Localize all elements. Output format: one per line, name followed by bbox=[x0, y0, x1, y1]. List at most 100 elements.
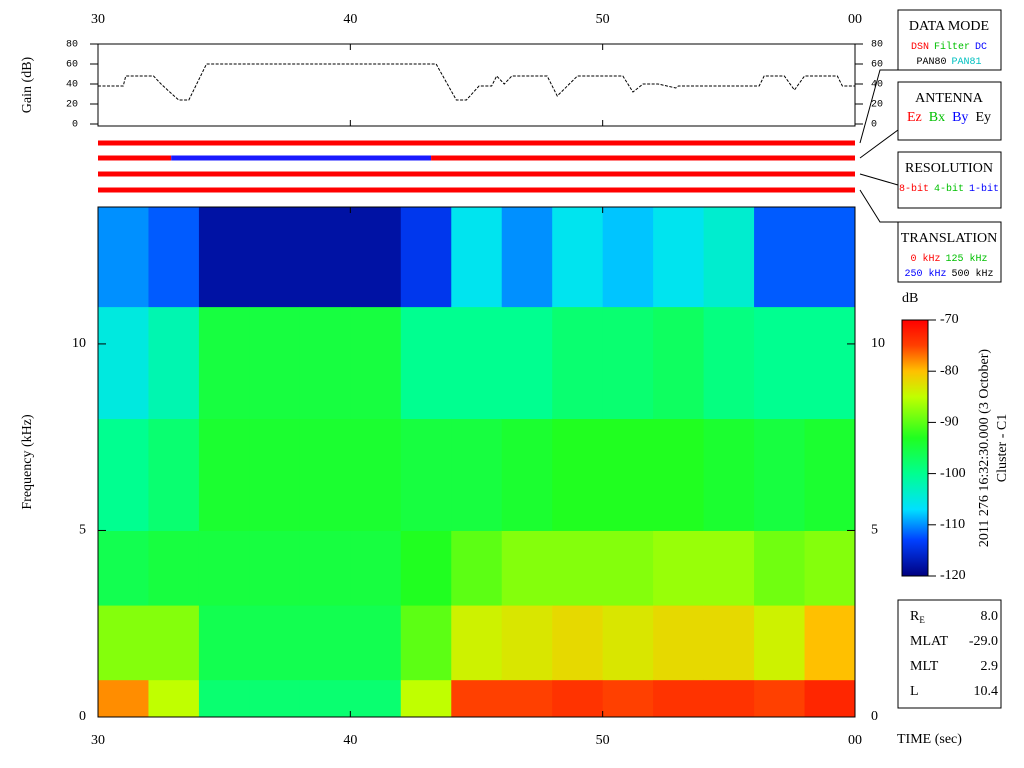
connector bbox=[859, 69, 898, 144]
heatmap-cell bbox=[552, 306, 604, 420]
ephemeris-label: MLAT bbox=[910, 634, 949, 649]
caption: 2011 276 16:32:30.000 (3 October) bbox=[977, 349, 992, 548]
heatmap-cell bbox=[299, 207, 351, 308]
heatmap-cell bbox=[299, 679, 351, 718]
heatmap-cell bbox=[703, 207, 755, 308]
ephemeris-value: -29.0 bbox=[969, 634, 998, 649]
panel-item: By bbox=[952, 110, 968, 125]
heatmap-cell bbox=[350, 679, 402, 718]
heatmap-cell bbox=[249, 418, 301, 531]
y-tick-label: 0 bbox=[871, 120, 877, 131]
heatmap-cell bbox=[98, 530, 149, 606]
heatmap-cell bbox=[148, 207, 200, 308]
panel-box bbox=[897, 81, 1002, 141]
heatmap-cell bbox=[249, 306, 301, 420]
heatmap-cell bbox=[249, 679, 301, 718]
heatmap-cell bbox=[754, 207, 806, 308]
heatmap-cell bbox=[98, 306, 149, 420]
heatmap-cell bbox=[703, 679, 755, 718]
y-tick-label: 20 bbox=[871, 100, 883, 111]
plot-frame bbox=[97, 206, 856, 718]
heatmap-cell bbox=[653, 605, 705, 681]
heatmap-cell bbox=[198, 679, 250, 718]
ephemeris-value: 8.0 bbox=[981, 609, 999, 624]
y-tick-label: 10 bbox=[871, 336, 885, 351]
heatmap-cell bbox=[653, 679, 705, 718]
heatmap-cell bbox=[451, 679, 503, 718]
panel-item: PAN81 bbox=[952, 57, 982, 68]
heatmap-cell bbox=[198, 530, 250, 606]
heatmap-cell bbox=[451, 605, 503, 681]
panel-item: DSN bbox=[911, 42, 929, 53]
connector bbox=[859, 129, 899, 159]
gain-line bbox=[98, 63, 855, 101]
connector bbox=[859, 189, 898, 223]
heatmap-cell bbox=[350, 207, 402, 308]
panel-title: ANTENNA bbox=[915, 91, 984, 106]
ephemeris-label-main: MLT bbox=[910, 659, 939, 674]
heatmap-cell bbox=[602, 605, 654, 681]
panel-title: TRANSLATION bbox=[901, 231, 997, 246]
panel-box bbox=[897, 9, 1002, 71]
heatmap-cell bbox=[148, 306, 200, 420]
x-tick-label: 50 bbox=[596, 733, 610, 748]
y-tick-label: 5 bbox=[871, 523, 878, 538]
heatmap-cell bbox=[148, 605, 200, 681]
heatmap-cell bbox=[350, 605, 402, 681]
track-segment bbox=[98, 187, 855, 193]
heatmap-cell bbox=[552, 418, 604, 531]
x-axis-label: TIME (sec) bbox=[897, 732, 962, 747]
x-tick-label: 30 bbox=[91, 12, 105, 27]
ephemeris-label: RE bbox=[910, 609, 925, 625]
panel-item: 8-bit bbox=[899, 183, 929, 195]
connector bbox=[859, 173, 899, 186]
ephemeris-label-main: L bbox=[910, 684, 919, 699]
track-segment bbox=[98, 140, 855, 146]
heatmap-cell bbox=[703, 530, 755, 606]
y-tick-label: 20 bbox=[66, 100, 78, 111]
panel-item: 125 kHz bbox=[946, 253, 988, 265]
track-segment bbox=[98, 155, 172, 161]
colorbar-tick-label: -100 bbox=[940, 466, 966, 481]
heatmap-cell bbox=[804, 679, 856, 718]
panel-item: DC bbox=[975, 42, 987, 53]
y-tick-label: 0 bbox=[79, 709, 86, 724]
colorbar-label: dB bbox=[902, 291, 918, 306]
heatmap-cell bbox=[451, 530, 503, 606]
panel-item: 0 kHz bbox=[910, 253, 940, 265]
panel-row: DSN Filter DC bbox=[911, 41, 987, 53]
panel-item: 500 kHz bbox=[952, 268, 994, 280]
heatmap-cell bbox=[653, 530, 705, 606]
ephemeris-label: MLT bbox=[910, 659, 939, 674]
panel-item: 1-bit bbox=[969, 183, 999, 195]
heatmap-cell bbox=[299, 418, 351, 531]
panel-item: 250 kHz bbox=[904, 268, 946, 280]
heatmap-cell bbox=[98, 418, 149, 531]
heatmap-cell bbox=[400, 605, 452, 681]
heatmap-cell bbox=[400, 306, 452, 420]
heatmap-cell bbox=[98, 207, 149, 308]
heatmap-cell bbox=[754, 605, 806, 681]
panel-row: 8-bit 4-bit 1-bit bbox=[899, 183, 999, 195]
heatmap-cell bbox=[804, 605, 856, 681]
panel-box bbox=[897, 221, 1002, 283]
heatmap-cell bbox=[754, 306, 806, 420]
heatmap-cell bbox=[501, 207, 553, 308]
heatmap-cell bbox=[299, 530, 351, 606]
heatmap-cell bbox=[451, 207, 503, 308]
y-tick-label: 0 bbox=[72, 120, 78, 131]
y-tick-label: 60 bbox=[66, 60, 78, 71]
y-tick-label: 40 bbox=[871, 80, 883, 91]
heatmap-cell bbox=[299, 605, 351, 681]
heatmap-cell bbox=[501, 679, 553, 718]
heatmap-cell bbox=[602, 679, 654, 718]
ephemeris-label: L bbox=[910, 684, 919, 699]
ephemeris-value: 10.4 bbox=[974, 684, 999, 699]
heatmap-cell bbox=[653, 418, 705, 531]
x-tick-label: 00 bbox=[848, 12, 862, 27]
colorbar-tick-label: -120 bbox=[940, 568, 966, 583]
heatmap-cell bbox=[501, 605, 553, 681]
heatmap-cell bbox=[148, 679, 200, 718]
heatmap-cell bbox=[299, 306, 351, 420]
